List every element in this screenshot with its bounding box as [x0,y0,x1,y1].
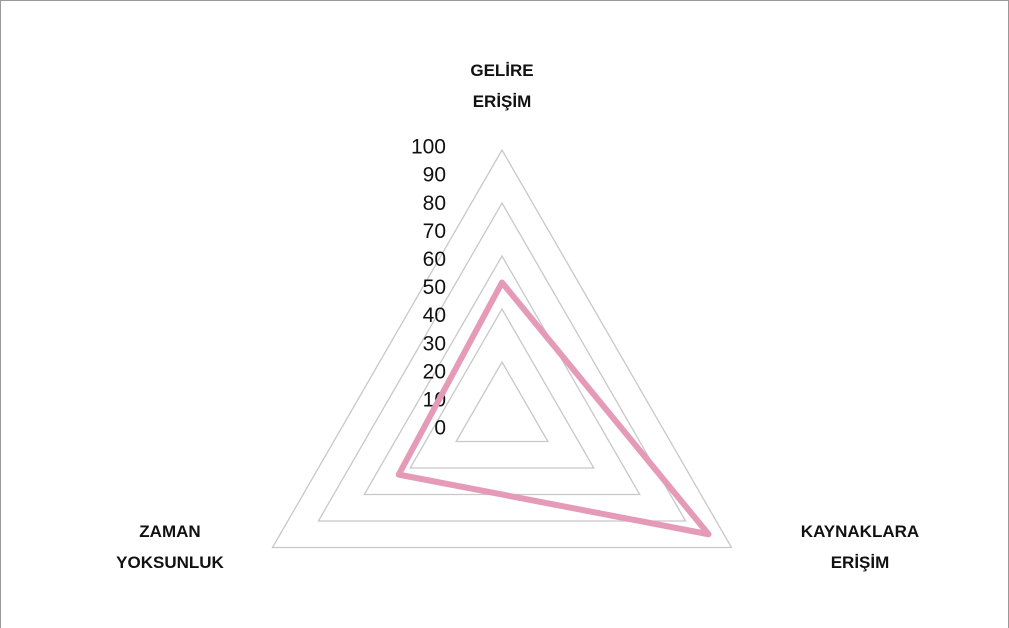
r-tick-label: 50 [423,276,446,299]
r-tick-label: 20 [423,360,446,383]
r-tick-label: 60 [423,248,446,271]
grid-ring [409,307,595,469]
r-tick-label: 90 [423,164,446,187]
category-label: KAYNAKLARA ERİŞİM [801,522,919,572]
series-line [395,279,712,538]
category-label: GELİRE ERİŞİM [470,61,533,111]
r-tick-label: 70 [423,220,446,243]
grid-ring [454,360,550,443]
r-tick-label: 100 [411,136,446,159]
grid-ring [317,201,687,522]
r-tick-label: 40 [423,304,446,327]
grid-ring [271,148,733,549]
r-tick-label: 80 [423,192,446,215]
category-label: ZAMAN YOKSUNLUK [116,522,224,572]
r-tick-label: 0 [434,417,446,440]
r-tick-label: 30 [423,332,446,355]
